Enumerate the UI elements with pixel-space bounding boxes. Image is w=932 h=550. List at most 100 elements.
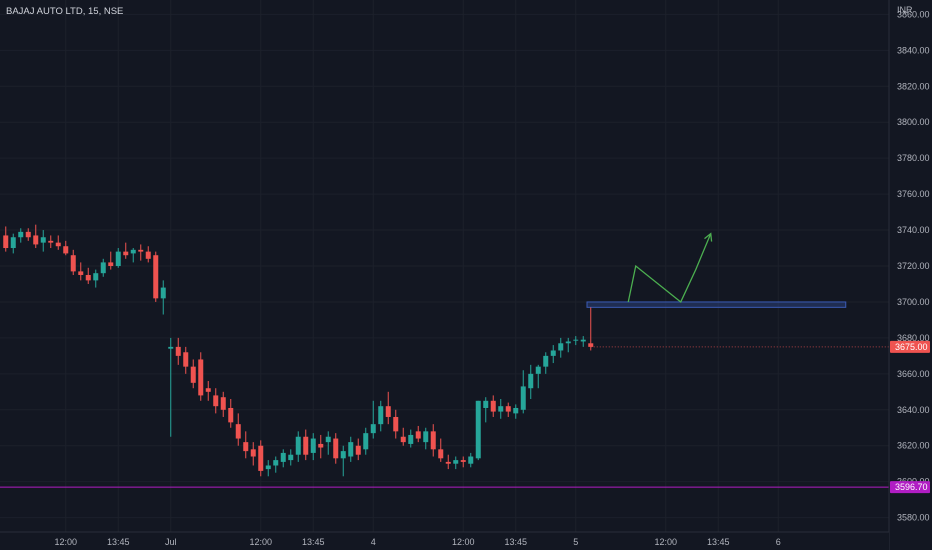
candle[interactable]	[385, 391, 391, 425]
candle[interactable]	[498, 399, 504, 419]
candle-body	[295, 436, 301, 455]
candle[interactable]	[70, 249, 76, 275]
candles-series[interactable]	[3, 224, 594, 477]
candle[interactable]	[535, 364, 541, 389]
projection-path[interactable]	[627, 233, 712, 303]
x-tick-label: 12:00	[654, 537, 677, 547]
candle[interactable]	[108, 251, 114, 270]
candle[interactable]	[490, 395, 496, 417]
x-tick-label: Jul	[165, 537, 177, 547]
line-price-tag-bg	[890, 481, 930, 494]
candle[interactable]	[138, 244, 144, 261]
candle[interactable]	[363, 427, 369, 455]
candle[interactable]	[558, 337, 564, 358]
candle[interactable]	[100, 258, 106, 277]
candle[interactable]	[528, 364, 534, 399]
candle[interactable]	[160, 280, 166, 315]
candle[interactable]	[543, 352, 549, 374]
candle[interactable]	[265, 460, 271, 477]
candle[interactable]	[295, 431, 301, 462]
candle[interactable]	[468, 452, 474, 468]
candle[interactable]	[78, 262, 84, 281]
candle[interactable]	[3, 226, 9, 252]
candle[interactable]	[205, 381, 211, 401]
candle[interactable]	[153, 251, 159, 302]
candle[interactable]	[130, 248, 136, 263]
candle[interactable]	[123, 242, 129, 259]
candle[interactable]	[520, 370, 526, 414]
candle[interactable]	[168, 337, 174, 437]
price-axis-panel[interactable]	[889, 0, 932, 550]
candle[interactable]	[33, 224, 39, 249]
candle[interactable]	[175, 337, 181, 365]
candle[interactable]	[325, 431, 331, 455]
candle[interactable]	[423, 427, 429, 450]
candle[interactable]	[310, 433, 316, 461]
candle[interactable]	[93, 269, 99, 288]
candle-body	[63, 246, 69, 254]
candle[interactable]	[355, 438, 361, 461]
candle[interactable]	[483, 397, 489, 423]
candle[interactable]	[453, 456, 459, 470]
candle[interactable]	[198, 352, 204, 401]
candle[interactable]	[10, 233, 16, 254]
candle[interactable]	[213, 388, 219, 414]
candle[interactable]	[333, 433, 339, 464]
candle-body	[153, 255, 159, 299]
chart-annotations[interactable]	[627, 232, 713, 303]
candle[interactable]	[588, 307, 594, 351]
candle-body	[400, 436, 406, 443]
candle[interactable]	[190, 359, 196, 389]
candle[interactable]	[63, 240, 69, 256]
candle[interactable]	[258, 440, 264, 477]
candle[interactable]	[378, 400, 384, 432]
currency-label[interactable]: INR	[897, 5, 913, 15]
candle[interactable]	[580, 336, 586, 347]
candle[interactable]	[348, 436, 354, 462]
time-axis-panel[interactable]	[0, 532, 889, 550]
candle[interactable]	[280, 449, 286, 468]
candle[interactable]	[18, 228, 24, 243]
candle[interactable]	[415, 425, 421, 443]
candle[interactable]	[318, 434, 324, 459]
candle[interactable]	[40, 230, 46, 252]
candle[interactable]	[243, 431, 249, 459]
candle-body	[348, 442, 354, 457]
candle[interactable]	[85, 267, 91, 284]
candle[interactable]	[565, 337, 571, 353]
chart-drawings[interactable]	[0, 301, 889, 488]
candle[interactable]	[475, 400, 481, 461]
candle[interactable]	[505, 402, 511, 417]
x-tick-label: 13:45	[302, 537, 325, 547]
candle[interactable]	[288, 449, 294, 466]
candle[interactable]	[408, 429, 414, 448]
candle[interactable]	[430, 424, 436, 457]
candle[interactable]	[228, 399, 234, 428]
candle[interactable]	[550, 345, 556, 364]
candle[interactable]	[393, 409, 399, 439]
symbol-title[interactable]: BAJAJ AUTO LTD, 15, NSE	[6, 6, 124, 17]
candle[interactable]	[400, 427, 406, 446]
candle[interactable]	[273, 456, 279, 473]
candle[interactable]	[370, 400, 376, 439]
candle[interactable]	[145, 246, 151, 263]
candle[interactable]	[250, 442, 256, 466]
candle[interactable]	[438, 438, 444, 462]
candle[interactable]	[25, 228, 31, 241]
y-tick-label: 3760.00	[897, 189, 930, 199]
candle[interactable]	[460, 456, 466, 468]
zone-rectangle[interactable]	[586, 301, 847, 308]
candle[interactable]	[235, 413, 241, 446]
candle[interactable]	[445, 454, 451, 470]
candle[interactable]	[55, 235, 61, 250]
candle[interactable]	[303, 429, 309, 461]
candle[interactable]	[513, 404, 519, 419]
candle[interactable]	[115, 248, 121, 268]
candle-body	[138, 249, 144, 252]
candle[interactable]	[48, 235, 54, 249]
candle[interactable]	[573, 336, 579, 346]
candle[interactable]	[340, 445, 346, 477]
candle[interactable]	[183, 346, 189, 374]
candle[interactable]	[220, 391, 226, 417]
